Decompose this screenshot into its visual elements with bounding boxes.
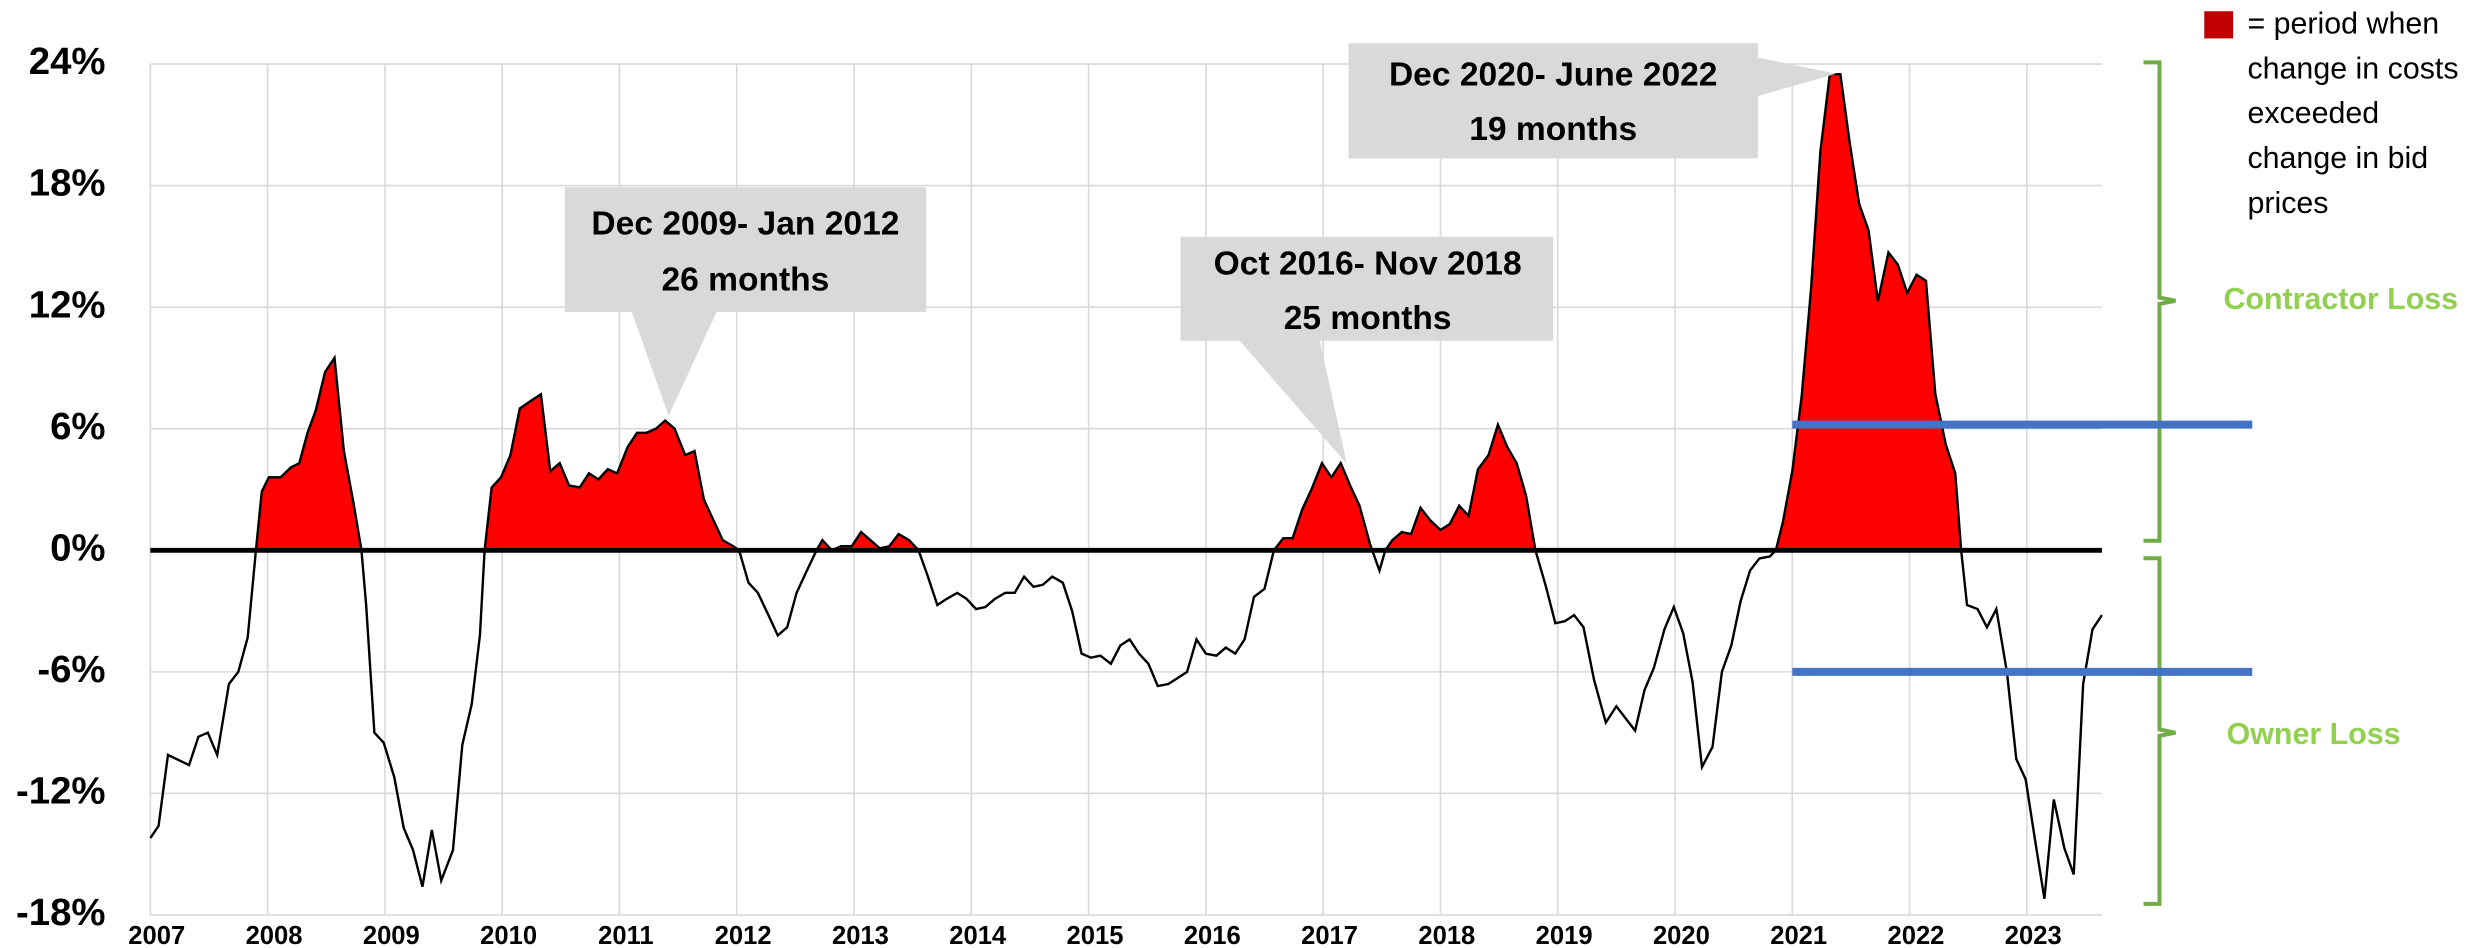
x-tick-label: 2011 xyxy=(598,922,654,948)
legend-text: change in costs xyxy=(2247,51,2458,85)
annotation-text: Oct 2016- Nov 2018 xyxy=(1214,245,1522,282)
annotation-text: 25 months xyxy=(1284,300,1452,337)
y-tick-label: 12% xyxy=(29,283,106,326)
legend-text: exceeded xyxy=(2247,96,2379,130)
x-tick-label: 2015 xyxy=(1067,922,1124,948)
legend-swatch xyxy=(2204,11,2234,39)
x-tick-label: 2017 xyxy=(1301,922,1358,948)
annotation-text: Dec 2020- June 2022 xyxy=(1389,57,1718,94)
callout-box xyxy=(1348,43,1837,159)
annotation-text: 26 months xyxy=(661,261,829,298)
brace-label: Contractor Loss xyxy=(2223,282,2458,316)
legend-text: prices xyxy=(2247,186,2328,220)
y-tick-label: 18% xyxy=(29,162,106,205)
annotation-text: 19 months xyxy=(1469,111,1637,148)
x-tick-label: 2016 xyxy=(1184,922,1241,948)
callout-box xyxy=(564,187,927,416)
y-tick-label: 24% xyxy=(29,40,106,83)
x-tick-label: 2013 xyxy=(832,922,889,948)
legend: = period when change in costs exceeded chan… xyxy=(2204,7,2459,220)
legend-text: change in bid xyxy=(2247,141,2428,175)
y-tick-label: -12% xyxy=(16,770,106,813)
callout-box xyxy=(1180,236,1554,464)
x-tick-label: 2021 xyxy=(1770,922,1827,948)
x-tick-label: 2012 xyxy=(715,922,772,948)
x-tick-label: 2009 xyxy=(363,922,420,948)
x-tick-label: 2010 xyxy=(480,922,537,948)
brace-label: Owner Loss xyxy=(2227,717,2401,751)
line xyxy=(149,72,2103,899)
x-tick-label: 2020 xyxy=(1653,922,1710,948)
y-tick-label: -18% xyxy=(16,891,106,934)
positive-area xyxy=(150,74,2102,551)
plot xyxy=(149,72,2103,899)
x-tick-label: 2019 xyxy=(1536,922,1593,948)
y-tick-label: 0% xyxy=(50,526,105,569)
x-tick-label: 2018 xyxy=(1418,922,1475,948)
x-tick-label: 2014 xyxy=(949,922,1007,948)
legend-text: = period when xyxy=(2247,7,2439,41)
y-tick-label: 6% xyxy=(50,405,105,448)
x-tick-label: 2007 xyxy=(128,922,185,948)
x-tick-label: 2022 xyxy=(1888,922,1945,948)
brace xyxy=(2143,556,2176,906)
brace xyxy=(2143,60,2176,543)
x-tick-label: 2023 xyxy=(2005,922,2062,948)
annotation-text: Dec 2009- Jan 2012 xyxy=(591,205,899,242)
x-tick-label: 2008 xyxy=(246,922,303,948)
y-tick-label: -6% xyxy=(37,648,105,691)
